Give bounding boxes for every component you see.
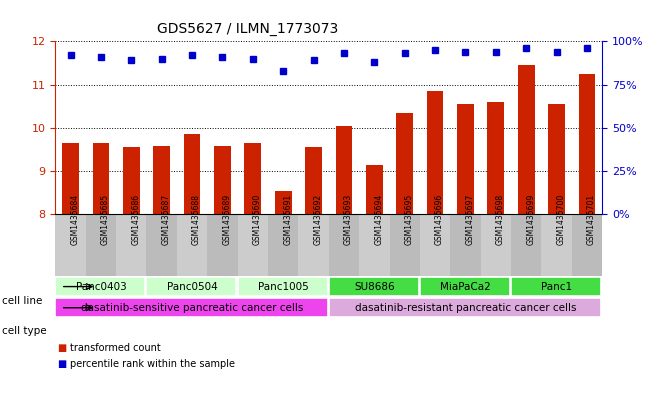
Bar [359, 215, 389, 276]
Bar [154, 147, 170, 215]
Bar [177, 215, 207, 276]
Text: Panc0504: Panc0504 [167, 281, 217, 292]
Text: GSM1435684: GSM1435684 [70, 194, 79, 245]
Bar [457, 104, 474, 215]
Text: ■: ■ [57, 358, 66, 369]
Text: GSM1435686: GSM1435686 [132, 194, 140, 245]
Text: Panc0403: Panc0403 [76, 281, 126, 292]
Bar [62, 143, 79, 215]
Text: GDS5627 / ILMN_1773073: GDS5627 / ILMN_1773073 [157, 22, 338, 36]
Bar [86, 215, 116, 276]
Text: GSM1435689: GSM1435689 [223, 194, 231, 245]
Text: GSM1435695: GSM1435695 [405, 194, 413, 245]
Bar [450, 215, 480, 276]
Bar [184, 134, 201, 215]
Text: GSM1435696: GSM1435696 [435, 194, 444, 245]
Bar [420, 215, 450, 276]
Bar [268, 215, 298, 276]
Text: GSM1435692: GSM1435692 [314, 194, 322, 245]
Bar [146, 215, 177, 276]
Text: cell line: cell line [2, 296, 42, 306]
Bar [572, 215, 602, 276]
Text: GSM1435690: GSM1435690 [253, 194, 262, 245]
Bar [214, 146, 230, 215]
Bar [329, 298, 601, 318]
Bar [329, 277, 419, 296]
Text: GSM1435698: GSM1435698 [496, 194, 505, 245]
Bar [238, 277, 327, 296]
Text: transformed count: transformed count [70, 343, 161, 353]
Text: GSM1435693: GSM1435693 [344, 194, 353, 245]
Text: GSM1435687: GSM1435687 [161, 194, 171, 245]
Bar [420, 277, 510, 296]
Bar [55, 277, 145, 296]
Text: Panc1: Panc1 [541, 281, 572, 292]
Bar [396, 113, 413, 215]
Text: cell type: cell type [2, 326, 47, 336]
Bar [55, 298, 327, 318]
Text: GSM1435699: GSM1435699 [526, 194, 535, 245]
Bar [542, 215, 572, 276]
Bar [548, 104, 565, 215]
Text: GSM1435701: GSM1435701 [587, 194, 596, 245]
Text: GSM1435697: GSM1435697 [465, 194, 475, 245]
Text: MiaPaCa2: MiaPaCa2 [440, 281, 491, 292]
Text: GSM1435694: GSM1435694 [374, 194, 383, 245]
Text: GSM1435691: GSM1435691 [283, 194, 292, 245]
Bar [123, 147, 140, 215]
Text: SU8686: SU8686 [354, 281, 395, 292]
Text: ■: ■ [57, 343, 66, 353]
Bar [275, 191, 292, 215]
Text: Panc1005: Panc1005 [258, 281, 309, 292]
Bar [305, 147, 322, 215]
Text: percentile rank within the sample: percentile rank within the sample [70, 358, 235, 369]
Bar [207, 215, 238, 276]
Bar [244, 143, 261, 215]
Bar [488, 102, 504, 215]
Bar [511, 215, 542, 276]
Bar [146, 277, 236, 296]
Text: dasatinib-sensitive pancreatic cancer cells: dasatinib-sensitive pancreatic cancer ce… [81, 303, 303, 313]
Bar [366, 165, 383, 215]
Bar [518, 65, 534, 215]
Bar [116, 215, 146, 276]
Bar [511, 277, 601, 296]
Text: GSM1435688: GSM1435688 [192, 194, 201, 245]
Bar [389, 215, 420, 276]
Text: GSM1435700: GSM1435700 [557, 194, 566, 245]
Bar [336, 126, 352, 215]
Bar [298, 215, 329, 276]
Bar [329, 215, 359, 276]
Bar [480, 215, 511, 276]
Bar [579, 74, 596, 215]
Text: GSM1435685: GSM1435685 [101, 194, 110, 245]
Bar [55, 215, 86, 276]
Text: dasatinib-resistant pancreatic cancer cells: dasatinib-resistant pancreatic cancer ce… [355, 303, 576, 313]
Bar [92, 143, 109, 215]
Bar [427, 91, 443, 215]
Bar [238, 215, 268, 276]
